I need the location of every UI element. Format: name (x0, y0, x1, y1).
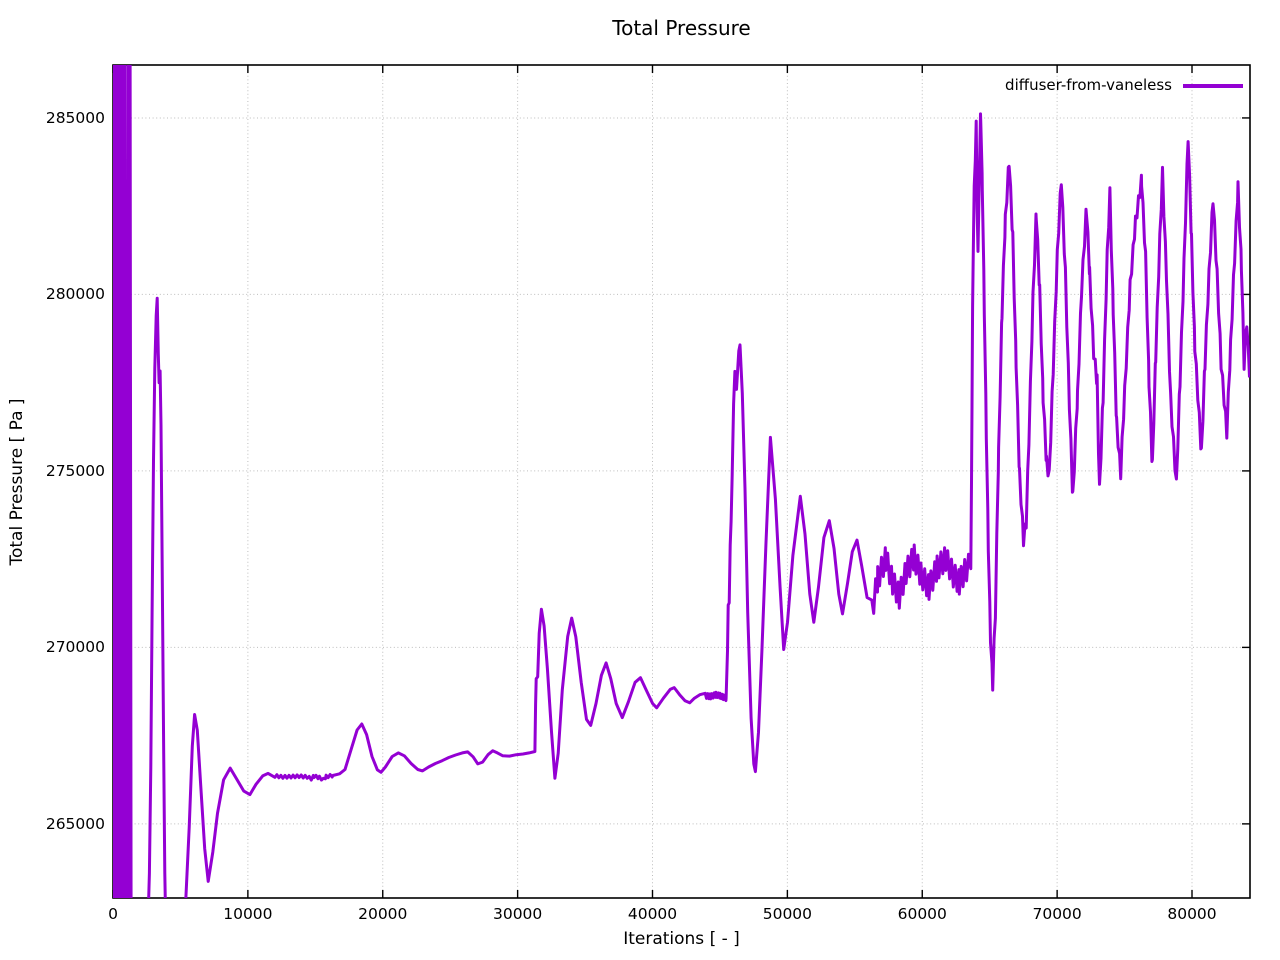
y-tick-label: 280000 (45, 285, 105, 304)
y-axis-label: Total Pressure [ Pa ] (7, 398, 27, 566)
y-tick-label: 275000 (45, 461, 105, 480)
x-tick-label: 40000 (627, 905, 678, 923)
x-tick-label: 70000 (1032, 905, 1082, 923)
x-tick-label: 20000 (358, 905, 408, 923)
y-tick-label: 285000 (45, 108, 105, 127)
x-axis-label: Iterations [ - ] (623, 929, 740, 949)
y-tick-label: 265000 (45, 814, 105, 833)
x-tick-label: 10000 (223, 905, 273, 923)
x-tick-label: 0 (108, 905, 118, 923)
plot-border (112, 64, 1251, 899)
x-tick-label: 80000 (1167, 905, 1217, 923)
legend-line-sample (1183, 84, 1243, 88)
series-line (113, 65, 1250, 898)
x-tick-label: 60000 (897, 905, 947, 923)
chart-title: Total Pressure (612, 16, 751, 40)
y-tick-label: 270000 (45, 638, 105, 657)
legend-label: diffuser-from-vaneless (1005, 76, 1172, 94)
x-tick-label: 50000 (762, 905, 813, 923)
x-tick-label: 30000 (492, 905, 543, 923)
